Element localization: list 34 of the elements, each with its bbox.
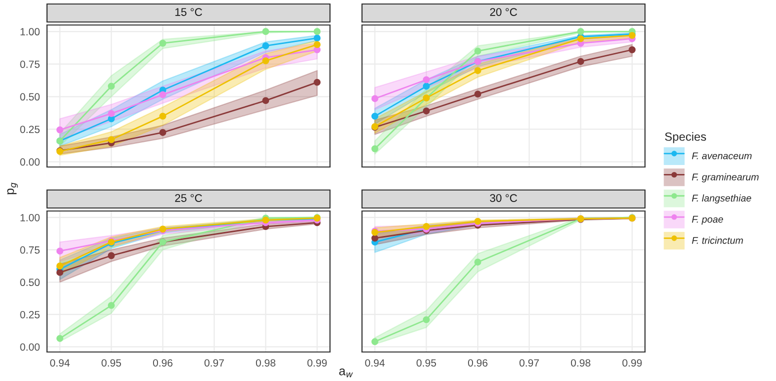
x-tick-label: 0.95	[102, 359, 122, 367]
chart-title: 20 °C	[490, 8, 518, 16]
legend-label: F. langsethiae	[692, 194, 752, 204]
chart-title: 30 °C	[490, 194, 518, 202]
x-tick-label: 0.99	[622, 359, 642, 367]
x-tick-label: 0.99	[307, 359, 327, 367]
x-tick-label: 0.94	[50, 359, 70, 367]
y-tick-label: 0.25	[20, 310, 40, 318]
x-tick-label: 0.96	[153, 359, 172, 367]
legend-label: F. tricinctum	[692, 236, 743, 244]
legend-label: F. graminearum	[692, 173, 759, 182]
chart-title: 15 °C	[175, 8, 202, 16]
y-tick-label: 0.50	[20, 278, 40, 286]
y-tick-label: 0.25	[20, 126, 40, 134]
y-tick-label: 0.75	[20, 60, 40, 68]
x-axis-title: a$_{w}$	[339, 368, 353, 378]
y-tick-label: 0.75	[20, 246, 40, 254]
x-tick-label: 0.97	[204, 359, 224, 367]
legend-label: F. poae	[692, 216, 724, 225]
x-tick-label: 0.97	[520, 359, 539, 367]
y-axis-title: p$_{g}$	[7, 182, 18, 194]
y-tick-label: 0.00	[20, 343, 40, 351]
y-tick-label: 0.50	[20, 93, 40, 101]
x-tick-label: 0.95	[416, 359, 436, 367]
x-tick-label: 0.98	[256, 359, 276, 367]
legend-label: F. avenaceum	[692, 152, 752, 160]
y-tick-label: 1.00	[20, 214, 40, 222]
x-tick-label: 0.98	[570, 359, 590, 367]
y-tick-label: 1.00	[20, 28, 40, 36]
x-tick-label: 0.94	[365, 359, 385, 367]
y-tick-label: 0.00	[20, 158, 40, 166]
chart-title: 25 °C	[175, 194, 202, 202]
legend-title: Species	[665, 132, 706, 144]
x-tick-label: 0.96	[468, 359, 488, 367]
